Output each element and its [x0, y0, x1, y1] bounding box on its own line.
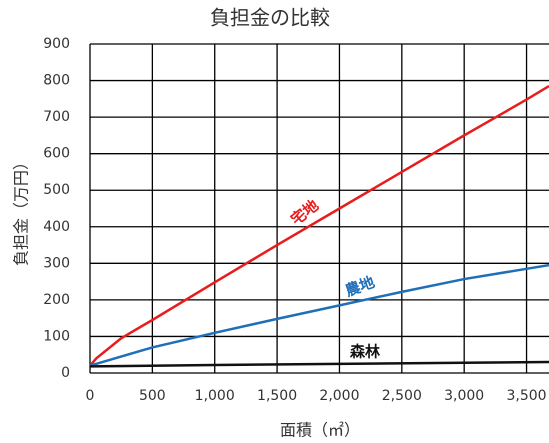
x-tick-label: 3,000	[444, 388, 484, 404]
x-tick-label: 2,000	[319, 388, 359, 404]
y-axis-title: 負担金（万円）	[12, 154, 31, 266]
series-label: 森林	[350, 343, 381, 361]
x-tick-label: 2,500	[382, 388, 422, 404]
line	[89, 84, 549, 367]
series-label: 宅地	[287, 196, 322, 229]
y-tick-label: 600	[43, 146, 70, 162]
y-tick-label: 900	[43, 36, 70, 52]
x-tick-label: 0	[86, 388, 95, 404]
chart-title: 負担金の比較	[210, 6, 330, 30]
y-tick-label: 200	[43, 292, 70, 308]
y-tick-label: 300	[43, 255, 70, 271]
y-tick-label: 500	[43, 182, 70, 198]
line	[89, 360, 549, 368]
x-tick-label: 500	[139, 388, 166, 404]
y-tick-label: 700	[43, 109, 70, 125]
x-tick-label: 1,500	[257, 388, 297, 404]
y-tick-label: 400	[43, 219, 70, 235]
y-tick-label: 100	[43, 328, 70, 344]
x-tick-label: 3,500	[507, 388, 547, 404]
series-label: 農地	[343, 273, 377, 300]
x-axis-title: 面積（㎡）	[280, 421, 360, 440]
y-tick-label: 0	[61, 365, 70, 381]
y-tick-label: 800	[43, 73, 70, 89]
x-tick-label: 1,000	[195, 388, 235, 404]
line	[89, 263, 549, 367]
